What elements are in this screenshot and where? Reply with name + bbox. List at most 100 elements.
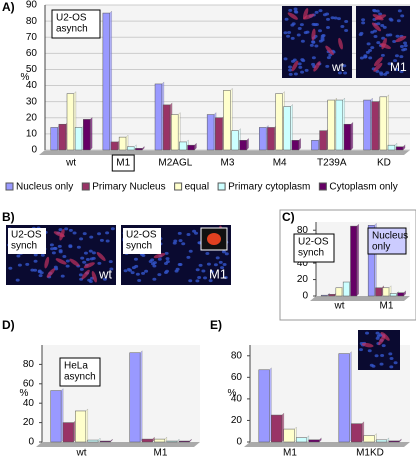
nucleus-dot	[325, 64, 330, 68]
bar	[127, 146, 135, 151]
x-tick-label: wt	[76, 448, 87, 459]
nucleus-dot	[135, 272, 140, 276]
bar	[154, 83, 163, 151]
cell-stain	[69, 258, 80, 267]
image-label: wt	[98, 266, 112, 281]
nucleus-dot	[375, 331, 380, 335]
bar-side	[246, 137, 249, 151]
y-axis-label: %	[228, 388, 237, 399]
nucleus-dot	[300, 58, 305, 62]
x-tick-label: M2AGL	[158, 158, 192, 169]
bar-side	[399, 438, 402, 443]
bar-side	[164, 436, 167, 443]
nucleus-dot	[8, 266, 13, 270]
nucleus-dot	[88, 280, 93, 284]
nucleus-dot	[97, 232, 102, 236]
bar-side	[142, 146, 145, 151]
nucleus-dot	[130, 271, 135, 275]
nucleus-dot	[220, 266, 225, 270]
nucleus-dot	[300, 70, 305, 74]
y-tick-label: 60	[23, 378, 35, 389]
y-tick-label: 80	[23, 359, 35, 370]
nucleus-dot	[141, 271, 146, 275]
nucleus-dot	[373, 35, 378, 39]
nucleus-dot	[309, 43, 314, 47]
bar	[363, 99, 371, 151]
annotation-box	[8, 228, 46, 254]
nucleus-dot	[311, 56, 316, 60]
nucleus-dot	[203, 276, 208, 280]
nucleus-dot	[293, 72, 298, 76]
x-tick-label: wt	[334, 301, 345, 312]
bar	[371, 101, 379, 151]
bar	[320, 294, 328, 297]
nucleus-dot	[400, 14, 405, 18]
nucleus-dot	[380, 353, 385, 357]
nucleus-dot	[366, 42, 371, 46]
nucleus-dot	[215, 256, 220, 260]
plot-floor	[36, 442, 200, 447]
nucleus-dot	[299, 23, 304, 27]
nucleus-dot	[223, 275, 228, 279]
x-tick-label: T239A	[317, 158, 347, 169]
inset-label: M1	[390, 60, 407, 74]
nucleus-dot	[318, 9, 323, 13]
y-tick-label: 40	[23, 398, 35, 409]
nucleus-dot	[394, 67, 399, 71]
nucleus-dot	[387, 62, 392, 66]
bar-side	[386, 437, 389, 443]
nucleus-dot	[105, 231, 110, 235]
nucleus-dot	[133, 257, 138, 261]
nucleus-dot	[15, 278, 20, 282]
bar	[74, 127, 83, 151]
y-tick-label: 80	[231, 350, 243, 361]
nucleus-dot	[123, 269, 128, 273]
bar-side	[403, 290, 406, 297]
nucleus-dot	[152, 264, 157, 268]
nucleus-dot	[385, 33, 390, 37]
legend-label: Cytoplasm only	[329, 182, 397, 193]
nucleus-dot	[381, 344, 386, 348]
bar	[342, 281, 350, 297]
bar	[223, 90, 231, 151]
bar	[87, 439, 99, 443]
cell-stain	[338, 37, 343, 50]
nucleus-dot	[102, 277, 107, 281]
nucleus-dot	[152, 261, 157, 265]
nucleus-dot	[99, 238, 104, 242]
cell-stain	[371, 22, 382, 32]
nucleus-dot	[322, 13, 327, 17]
nucleus-dot	[109, 267, 114, 271]
y-tick-label: 0	[28, 437, 34, 448]
bar	[187, 144, 195, 151]
nucleus-dot	[165, 257, 170, 261]
nucleus-dot	[82, 260, 87, 264]
annotation-box	[293, 233, 335, 263]
y-tick-label: 20	[26, 112, 38, 123]
nucleus-dot	[376, 41, 381, 45]
nucleus-dot	[288, 68, 293, 72]
nucleus-dot	[206, 262, 211, 266]
cell-stain	[287, 12, 298, 20]
cell-stain	[381, 37, 387, 50]
nucleus-dot	[80, 256, 85, 260]
annotation: asynch	[64, 372, 96, 383]
bar-side	[402, 144, 406, 151]
bar	[375, 287, 382, 297]
cell-stain	[291, 60, 299, 72]
nucleus-dot	[68, 228, 73, 232]
nucleus-dot	[368, 56, 373, 60]
bar	[343, 123, 352, 151]
nucleus-dot	[52, 246, 57, 250]
nucleus-dot	[330, 16, 335, 20]
bar	[162, 104, 171, 151]
nucleus-dot	[198, 263, 203, 267]
x-tick-label: M1	[283, 448, 297, 459]
bar	[102, 12, 111, 151]
bar	[387, 144, 396, 151]
panel-label: B)	[2, 210, 15, 224]
nucleus-dot	[325, 26, 330, 30]
nucleus-dot	[177, 231, 182, 235]
bar	[395, 146, 404, 151]
bar	[50, 127, 58, 151]
